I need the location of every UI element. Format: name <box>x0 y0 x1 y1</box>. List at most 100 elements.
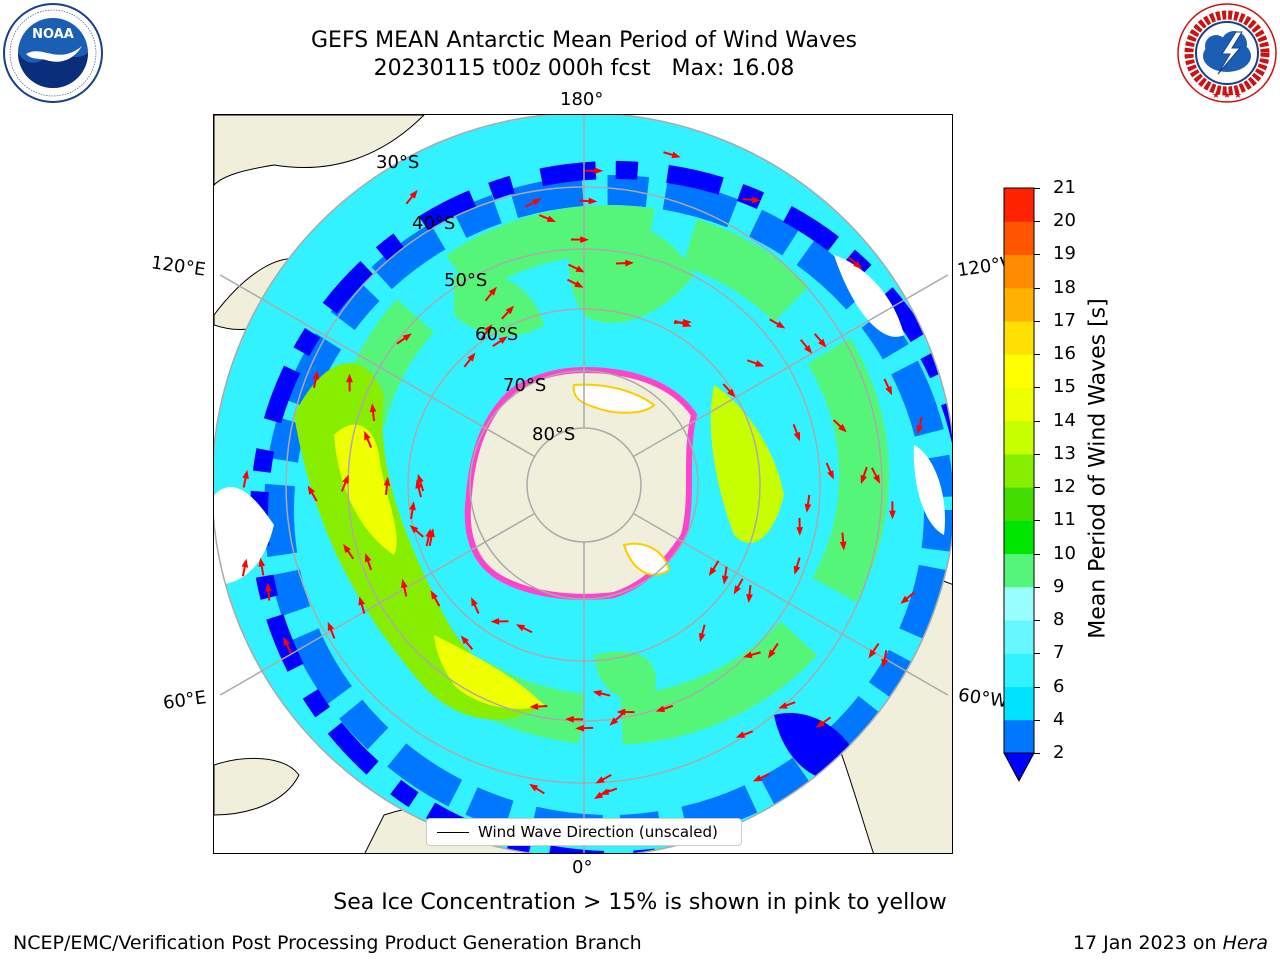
colorbar-tick-label: 17 <box>1053 309 1076 331</box>
wave-direction-arrow <box>722 383 736 398</box>
wave-direction-arrow <box>341 474 349 492</box>
colorbar-tick-mark <box>1034 287 1040 289</box>
wave-direction-arrow <box>860 466 868 485</box>
colorbar-tick-label: 12 <box>1053 476 1076 498</box>
lon-label-120e: 120°E <box>149 252 207 281</box>
svg-text:NOAA: NOAA <box>32 27 74 42</box>
wave-direction-arrow <box>796 517 804 536</box>
colorbar-segment <box>1004 188 1034 222</box>
colorbar-tick-mark <box>1034 520 1040 522</box>
wave-direction-arrow <box>889 501 896 520</box>
colorbar-tick-label: 8 <box>1053 609 1065 631</box>
wave-direction-arrow <box>539 214 557 223</box>
wave-direction-arrow <box>595 773 612 784</box>
colorbar-tick-label: 7 <box>1053 642 1065 664</box>
colorbar-tick-label: 13 <box>1053 442 1076 464</box>
wave-direction-arrow <box>721 566 729 585</box>
chart-title-line2: 20230115 t00z 000h fcst Max: 16.08 <box>373 56 795 81</box>
legend-line-swatch <box>437 832 469 833</box>
wave-direction-arrow <box>813 333 827 348</box>
wave-direction-arrow <box>307 485 318 502</box>
colorbar-segment <box>1004 719 1034 754</box>
colorbar-tick-mark <box>1034 354 1040 356</box>
lat-label-30s: 30°S <box>376 152 420 173</box>
wave-direction-arrow <box>767 642 779 659</box>
wave-direction-arrow <box>364 552 373 571</box>
wave-direction-arrow <box>615 259 634 267</box>
wave-direction-arrow <box>568 263 585 273</box>
meridian-line <box>219 512 536 696</box>
wave-direction-arrow <box>396 333 412 345</box>
colorbar-segment <box>1004 420 1034 455</box>
wave-direction-arrow <box>792 424 801 442</box>
wave-direction-arrow <box>592 690 611 697</box>
colorbar-tick-mark <box>1034 553 1040 555</box>
colorbar-outline <box>1003 187 1035 754</box>
colorbar-tick-label: 20 <box>1053 210 1076 232</box>
wave-direction-arrow <box>529 703 548 710</box>
colorbar-tick-mark <box>1034 320 1040 322</box>
wave-direction-arrow <box>409 525 424 538</box>
colorbar-tick-mark <box>1034 188 1040 189</box>
wave-direction-arrow <box>258 557 266 576</box>
colorbar-tick-label: 19 <box>1053 243 1076 265</box>
colorbar-tick-mark <box>1034 753 1040 754</box>
lat-label-70s: 70°S <box>503 375 547 396</box>
colorbar-tick-mark <box>1034 254 1040 256</box>
colorbar-tick-label: 2 <box>1053 742 1065 763</box>
colorbar-segment <box>1004 453 1034 488</box>
colorbar-tick-mark <box>1034 686 1040 688</box>
wave-direction-arrow <box>405 189 418 205</box>
lon-label-180: 180° <box>560 89 604 110</box>
lat-label-80s: 80°S <box>532 424 576 445</box>
wave-direction-arrow <box>265 582 272 601</box>
wave-direction-arrow <box>599 787 618 795</box>
wave-direction-arrow <box>490 618 509 625</box>
colorbar-tick-mark <box>1034 487 1040 489</box>
colorbar-segment <box>1004 620 1034 654</box>
colorbar-segment <box>1004 254 1034 289</box>
wave-direction-arrow <box>815 716 832 728</box>
colorbar-tick-mark <box>1034 453 1040 455</box>
colorbar-label: Mean Period of Wind Waves [s] <box>1085 298 1111 639</box>
wave-direction-arrow <box>524 198 542 208</box>
footer-date: 17 Jan 2023 on <box>1072 932 1223 954</box>
colorbar-tick-label: 4 <box>1053 708 1065 730</box>
colorbar-segment <box>1004 586 1034 621</box>
wave-direction-arrow <box>793 557 801 575</box>
wave-direction-arrow <box>484 286 497 302</box>
ice-caption: Sea Ice Concentration > 15% is shown in … <box>333 890 947 915</box>
wave-direction-arrow <box>415 479 422 498</box>
wave-direction-arrow <box>752 773 770 782</box>
polar-map-canvas <box>214 115 952 853</box>
colorbar-segment <box>1004 686 1034 721</box>
wave-direction-arrow <box>742 196 761 204</box>
colorbar-tick-label: 21 <box>1053 177 1076 198</box>
wave-direction-arrow <box>655 704 674 712</box>
lon-label-60e: 60°E <box>161 687 208 714</box>
noaa-logo: NOAA <box>2 2 104 104</box>
wave-direction-arrow <box>579 197 598 205</box>
wave-direction-arrow <box>616 708 635 716</box>
colorbar-tick-label: 10 <box>1053 542 1076 564</box>
wave-direction-arrow <box>847 256 863 270</box>
wave-direction-arrow <box>778 701 796 709</box>
wave-direction-arrow <box>735 730 753 738</box>
wave-direction-arrow <box>804 494 812 513</box>
wave-direction-arrow <box>417 473 425 492</box>
wave-direction-arrow <box>409 501 416 520</box>
wave-direction-arrow <box>463 352 476 368</box>
wave-direction-arrow <box>769 318 786 329</box>
wave-direction-arrow <box>492 336 508 348</box>
wave-direction-arrow <box>825 462 834 480</box>
sea-ice-edge <box>464 366 698 600</box>
wave-direction-arrow <box>567 278 584 288</box>
svg-text:★ ★ ★: ★ ★ ★ <box>1212 91 1242 101</box>
wave-direction-arrow <box>799 339 813 354</box>
colorbar-tick-mark <box>1034 719 1040 721</box>
nws-logo: ★ ★ ★ <box>1176 2 1278 104</box>
wave-direction-arrow <box>383 476 391 495</box>
wave-direction-arrow <box>708 560 720 577</box>
wave-direction-arrow <box>900 591 915 604</box>
wave-direction-arrow <box>868 642 880 659</box>
